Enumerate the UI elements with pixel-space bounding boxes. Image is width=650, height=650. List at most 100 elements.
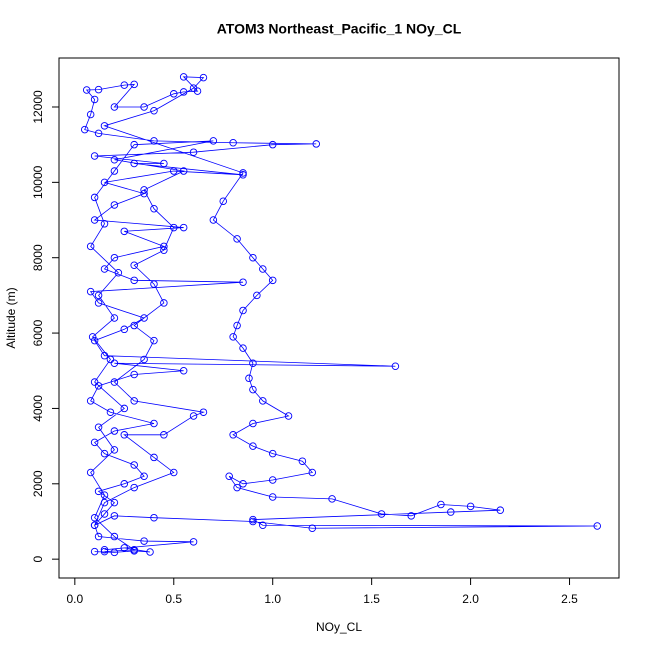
data-point: [110, 314, 119, 322]
data-point: [179, 167, 188, 175]
x-axis-label: NOy_CL: [316, 620, 362, 634]
data-point: [110, 253, 119, 262]
data-point: [140, 472, 148, 481]
data-point: [110, 446, 119, 454]
x-tick-label: 1.5: [363, 592, 380, 606]
data-point: [110, 167, 119, 175]
data-point: [189, 84, 198, 92]
data-point: [239, 306, 247, 315]
data-point: [239, 480, 247, 488]
y-tick-label: 8000: [31, 244, 45, 271]
data-point: [120, 480, 129, 488]
data-point: [100, 178, 109, 187]
data-point: [249, 253, 257, 262]
y-tick-label: 6000: [31, 319, 45, 346]
data-point: [179, 223, 188, 232]
data-point: [100, 545, 109, 554]
data-point: [90, 513, 99, 522]
data-point: [160, 299, 168, 307]
data-point: [249, 515, 257, 524]
data-point: [90, 521, 99, 529]
data-point: [106, 408, 115, 416]
data-point: [593, 522, 601, 530]
data-point: [82, 86, 91, 94]
data-point: [249, 517, 257, 526]
data-point: [130, 276, 138, 285]
data-point: [130, 261, 138, 269]
data-point: [100, 220, 109, 228]
data-point: [120, 544, 129, 552]
data-point: [86, 242, 95, 251]
data-point: [245, 374, 253, 383]
data-point: [114, 269, 123, 277]
data-point: [100, 498, 109, 507]
data-point: [150, 280, 158, 288]
data-point: [170, 167, 178, 175]
data-point: [249, 442, 257, 450]
data-point: [229, 333, 237, 341]
data-point: [160, 159, 168, 168]
data-point: [308, 468, 317, 477]
data-point: [259, 397, 267, 405]
data-point: [249, 419, 257, 428]
data-point: [466, 502, 475, 511]
data-point: [298, 457, 307, 465]
data-point: [150, 453, 158, 462]
chart-title: ATOM3 Northeast_Pacific_1 NOy_CL: [217, 21, 462, 37]
x-tick-label: 0.5: [165, 592, 182, 606]
data-point: [94, 382, 103, 390]
data-point: [130, 80, 138, 89]
data-point: [86, 397, 95, 405]
data-point: [106, 355, 115, 364]
data-point: [229, 139, 237, 147]
data-point: [253, 291, 261, 300]
data-point: [179, 367, 188, 375]
y-tick-label: 10000: [31, 165, 45, 199]
data-point: [94, 532, 103, 541]
data-point: [209, 137, 218, 145]
data-point: [140, 355, 148, 364]
data-point: [130, 483, 138, 492]
data-point: [160, 246, 168, 254]
data-point: [229, 431, 237, 439]
data-point: [140, 314, 148, 322]
data-point: [140, 537, 148, 545]
data-point: [110, 378, 119, 386]
data-point: [312, 140, 320, 148]
data-point: [308, 524, 317, 533]
data-point: [94, 487, 103, 496]
data-point: [94, 129, 103, 138]
data-point: [233, 235, 241, 243]
data-point: [407, 512, 415, 520]
data-point: [130, 397, 138, 405]
data-point: [100, 265, 109, 273]
data-point: [189, 412, 198, 420]
data-point: [130, 370, 138, 379]
data-point: [100, 351, 109, 360]
y-axis-label: Altitude (m): [4, 287, 18, 348]
data-point: [100, 491, 109, 499]
data-point: [189, 538, 198, 546]
data-point: [268, 140, 277, 149]
data-point: [110, 532, 119, 541]
data-point: [377, 510, 386, 518]
data-point: [110, 548, 119, 557]
data-point: [90, 438, 99, 447]
data-point: [110, 512, 119, 520]
data-point: [150, 107, 158, 115]
data-point: [86, 287, 95, 296]
data-point: [120, 404, 129, 413]
data-point: [447, 508, 455, 516]
data-point: [94, 291, 103, 300]
data-point: [130, 321, 138, 330]
data-point: [189, 148, 198, 156]
data-point: [110, 498, 119, 507]
data-point: [170, 90, 178, 98]
plot-frame: [58, 57, 620, 579]
data-point: [170, 468, 178, 477]
x-tick-label: 2.5: [561, 592, 578, 606]
data-point: [130, 461, 138, 469]
data-point: [268, 476, 277, 484]
